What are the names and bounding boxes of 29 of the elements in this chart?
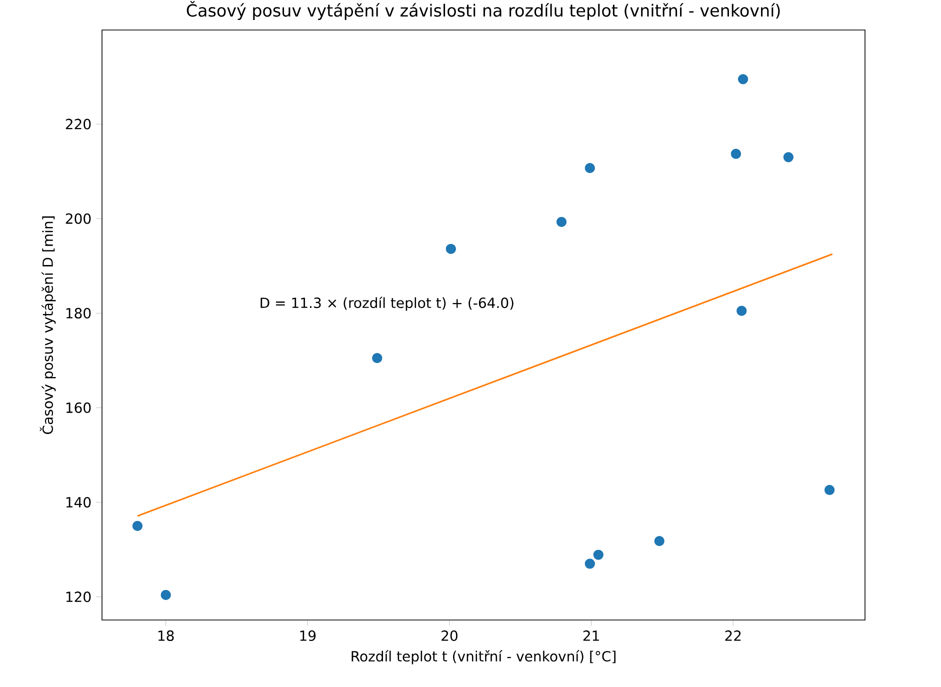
annotation: D = 11.3 × (rozdíl teplot t) + (-64.0): [260, 296, 514, 311]
x-axis-title: Rozdíl teplot t (vnitřní - venkovní) [°C]: [352, 650, 616, 664]
chart-title: Časový posuv vytápění v závislosti na rozdílu teplot (vnitřní - venkovní): [186, 1, 780, 20]
y-tick-label: 160: [66, 402, 91, 414]
point: [584, 162, 595, 174]
point: [730, 148, 742, 159]
point: [372, 353, 382, 364]
point: [556, 216, 567, 228]
point: [736, 306, 747, 316]
point: [132, 520, 143, 531]
y-axis-title: Časový posuv vytápění D [min]: [40, 216, 56, 434]
point: [160, 590, 171, 600]
y-tick-label: 140: [66, 496, 91, 508]
x-tick-label: 20: [442, 630, 458, 641]
point: [584, 558, 595, 569]
point: [654, 536, 664, 546]
y-tick-label: 200: [66, 213, 91, 224]
x-tick-label: 22: [725, 630, 741, 641]
x-tick-label: 19: [300, 630, 316, 641]
y-tick-label: 220: [66, 118, 91, 130]
x-tick-label: 18: [158, 630, 174, 641]
y-tick-label: 180: [66, 308, 91, 318]
point: [446, 244, 456, 254]
x-tick-label: 21: [583, 630, 599, 641]
point: [738, 74, 748, 84]
point: [824, 484, 835, 496]
y-tick-label: 120: [66, 592, 91, 602]
point: [593, 550, 604, 560]
point: [783, 152, 794, 162]
